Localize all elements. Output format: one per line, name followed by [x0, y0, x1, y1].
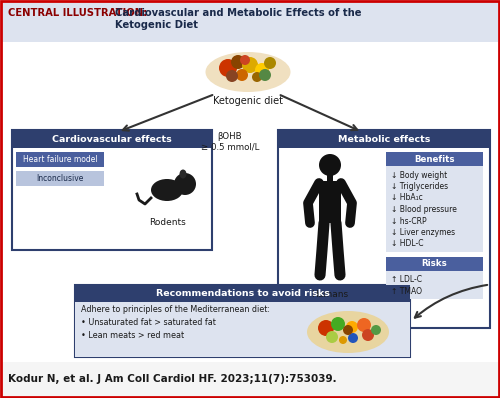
Text: ↓ Triglycerides: ↓ Triglycerides: [391, 182, 448, 191]
Text: Risks: Risks: [422, 259, 448, 268]
FancyBboxPatch shape: [386, 271, 483, 298]
Ellipse shape: [151, 179, 183, 201]
FancyBboxPatch shape: [75, 302, 410, 357]
FancyBboxPatch shape: [12, 130, 212, 148]
Circle shape: [343, 325, 353, 335]
Text: Heart failure model: Heart failure model: [22, 155, 98, 164]
Text: ↓ Blood pressure: ↓ Blood pressure: [391, 205, 457, 214]
Text: Recommendations to avoid risks: Recommendations to avoid risks: [156, 289, 330, 298]
Circle shape: [219, 59, 237, 77]
FancyBboxPatch shape: [16, 152, 104, 167]
FancyBboxPatch shape: [319, 181, 341, 223]
Text: Cardiovascular and Metabolic Effects of the
Ketogenic Diet: Cardiovascular and Metabolic Effects of …: [115, 8, 362, 29]
Ellipse shape: [180, 170, 186, 178]
Circle shape: [231, 55, 245, 69]
FancyBboxPatch shape: [12, 130, 212, 250]
FancyBboxPatch shape: [327, 175, 333, 181]
FancyBboxPatch shape: [386, 152, 483, 166]
FancyBboxPatch shape: [386, 166, 483, 252]
Text: ↓ hs-CRP: ↓ hs-CRP: [391, 217, 426, 226]
Text: ↓ HDL-C: ↓ HDL-C: [391, 240, 424, 248]
FancyBboxPatch shape: [75, 285, 410, 357]
Circle shape: [357, 318, 371, 332]
Circle shape: [255, 63, 269, 77]
Text: βOHB
≥ 0.5 mmol/L: βOHB ≥ 0.5 mmol/L: [201, 132, 259, 151]
Text: Metabolic effects: Metabolic effects: [338, 135, 430, 144]
Circle shape: [339, 336, 347, 344]
Ellipse shape: [307, 311, 389, 353]
Text: ↑ LDL-C: ↑ LDL-C: [391, 275, 422, 284]
Circle shape: [319, 154, 341, 176]
Text: Adhere to principles of the Mediterranean diet:: Adhere to principles of the Mediterranea…: [81, 305, 270, 314]
FancyBboxPatch shape: [278, 130, 490, 328]
Circle shape: [226, 70, 238, 82]
Text: Humans: Humans: [312, 290, 348, 299]
Circle shape: [331, 317, 345, 331]
FancyBboxPatch shape: [278, 130, 490, 148]
Ellipse shape: [206, 52, 290, 92]
FancyBboxPatch shape: [75, 285, 410, 302]
Circle shape: [346, 321, 358, 333]
Circle shape: [362, 329, 374, 341]
Text: • Unsaturated fat > saturated fat: • Unsaturated fat > saturated fat: [81, 318, 216, 327]
Text: Cardiovascular effects: Cardiovascular effects: [52, 135, 172, 144]
Circle shape: [259, 69, 271, 81]
Circle shape: [252, 72, 262, 82]
Text: Ketogenic diet: Ketogenic diet: [213, 96, 283, 106]
Text: ↓ Liver enzymes: ↓ Liver enzymes: [391, 228, 455, 237]
Circle shape: [236, 69, 248, 81]
Text: ↑ TMAO: ↑ TMAO: [391, 287, 422, 295]
Text: Rodents: Rodents: [148, 218, 186, 227]
Circle shape: [242, 57, 258, 73]
Circle shape: [318, 320, 334, 336]
Text: ↓ Body weight: ↓ Body weight: [391, 170, 448, 179]
Text: • Lean meats > red meat: • Lean meats > red meat: [81, 331, 184, 340]
Text: ↓ HbA₁c: ↓ HbA₁c: [391, 193, 423, 203]
Text: Kodur N, et al. J Am Coll Cardiol HF. 2023;11(7):753039.: Kodur N, et al. J Am Coll Cardiol HF. 20…: [8, 374, 336, 384]
FancyBboxPatch shape: [386, 256, 483, 271]
Circle shape: [240, 55, 250, 65]
Circle shape: [348, 333, 358, 343]
Circle shape: [326, 331, 338, 343]
Text: Inconclusive: Inconclusive: [36, 174, 84, 183]
FancyBboxPatch shape: [2, 2, 498, 42]
Circle shape: [264, 57, 276, 69]
FancyBboxPatch shape: [2, 362, 498, 396]
Text: Benefits: Benefits: [414, 154, 455, 164]
Text: CENTRAL ILLUSTRATION:: CENTRAL ILLUSTRATION:: [8, 8, 147, 18]
FancyBboxPatch shape: [16, 171, 104, 186]
Circle shape: [174, 173, 196, 195]
Circle shape: [371, 325, 381, 335]
